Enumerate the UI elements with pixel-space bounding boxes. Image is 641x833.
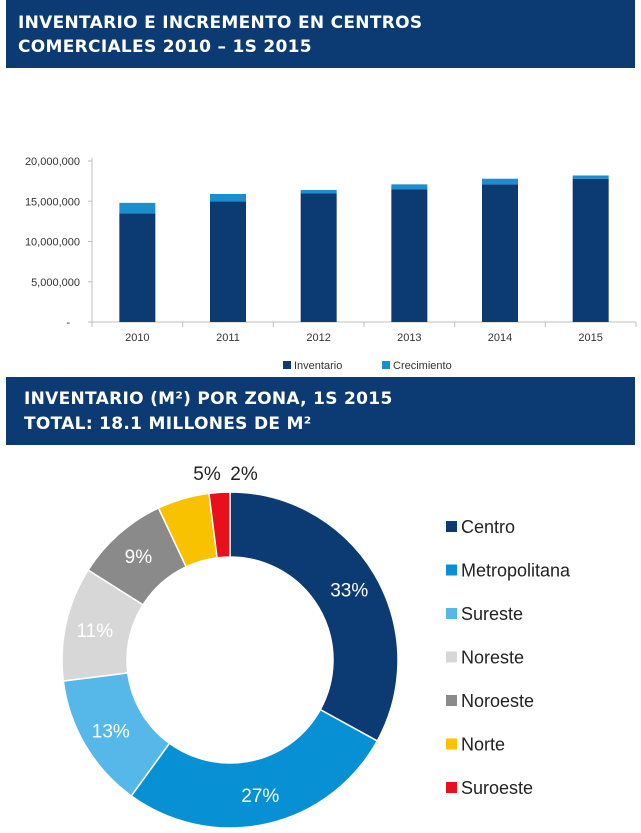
y-tick-label: 15,000,000 xyxy=(25,196,80,208)
x-tick-label: 2010 xyxy=(125,332,149,344)
legend-swatch-metropolitana xyxy=(446,564,457,576)
bar-crecimiento-2013 xyxy=(391,184,428,190)
bar-inventario-2012 xyxy=(300,193,337,322)
legend-swatch-sureste xyxy=(446,608,457,619)
legend-label-inventario: Inventario xyxy=(294,360,342,372)
bar-crecimiento-2014 xyxy=(482,178,518,185)
donut-label-metropolitana: 27% xyxy=(241,786,279,807)
donut-label-noreste: 11% xyxy=(77,621,114,642)
legend-swatch-suroeste xyxy=(446,782,457,793)
top-banner-line-1: INVENTARIO E INCREMENTO EN CENTROS xyxy=(18,13,423,33)
donut-label-norte: 5% xyxy=(193,464,221,485)
donut-slice-centro xyxy=(229,491,399,742)
bottom-banner-line-1: INVENTARIO (M²) POR ZONA, 1S 2015 xyxy=(24,389,393,409)
x-tick-label: 2015 xyxy=(578,332,602,344)
legend-label-noroeste: Noroeste xyxy=(461,691,534,711)
x-tick-label: 2011 xyxy=(216,332,240,344)
legend-label-sureste: Sureste xyxy=(461,604,523,624)
legend-label-noreste: Noreste xyxy=(461,648,524,668)
legend-label-centro: Centro xyxy=(461,517,515,537)
bar-inventario-2011 xyxy=(210,201,246,322)
x-tick-label: 2012 xyxy=(306,332,330,344)
top-banner-line-2: COMERCIALES 2010 – 1S 2015 xyxy=(18,37,312,57)
legend-swatch-norte xyxy=(446,738,457,750)
y-tick-label: - xyxy=(66,317,70,329)
donut-label-sureste: 13% xyxy=(92,722,130,743)
bar-inventario-2015 xyxy=(572,178,609,322)
top-chart-banner: INVENTARIO E INCREMENTO EN CENTROS COMER… xyxy=(6,0,635,68)
bar-crecimiento-2012 xyxy=(300,189,337,194)
donut-slice-metropolitana xyxy=(130,708,379,829)
donut-label-suroeste: 2% xyxy=(230,464,258,485)
bar-inventario-2013 xyxy=(391,189,428,322)
bottom-banner-line-2: TOTAL: 18.1 MILLONES DE M² xyxy=(24,414,312,434)
bar-crecimiento-2011 xyxy=(210,194,246,202)
bar-crecimiento-2015 xyxy=(572,175,609,179)
legend-label-metropolitana: Metropolitana xyxy=(461,561,571,581)
y-tick-label: 10,000,000 xyxy=(25,237,80,249)
bottom-chart-banner: INVENTARIO (M²) POR ZONA, 1S 2015 TOTAL:… xyxy=(6,377,635,445)
legend-swatch-inventario xyxy=(283,361,291,369)
legend-label-suroeste: Suroeste xyxy=(461,778,533,798)
x-tick-label: 2013 xyxy=(397,332,421,344)
bar-inventario-2010 xyxy=(119,213,156,322)
legend-swatch-centro xyxy=(446,521,457,532)
x-tick-label: 2014 xyxy=(488,332,512,344)
legend-swatch-noreste xyxy=(446,651,457,663)
legend-swatch-crecimiento xyxy=(382,361,390,369)
bar-inventario-2014 xyxy=(482,184,518,322)
legend-label-norte: Norte xyxy=(461,735,505,755)
y-tick-label: 20,000,000 xyxy=(25,156,80,168)
donut-label-centro: 33% xyxy=(330,580,368,601)
legend-label-crecimiento: Crecimiento xyxy=(393,360,452,372)
y-tick-label: 5,000,000 xyxy=(31,277,80,289)
bar-crecimiento-2010 xyxy=(119,202,156,214)
stacked-bar-chart: - 5,000,000 10,000,000 15,000,000 20,000,000… xyxy=(25,156,637,372)
donut-label-noroeste: 9% xyxy=(125,547,153,568)
legend-swatch-noroeste xyxy=(446,695,457,706)
donut-slice-suroeste xyxy=(208,491,231,559)
